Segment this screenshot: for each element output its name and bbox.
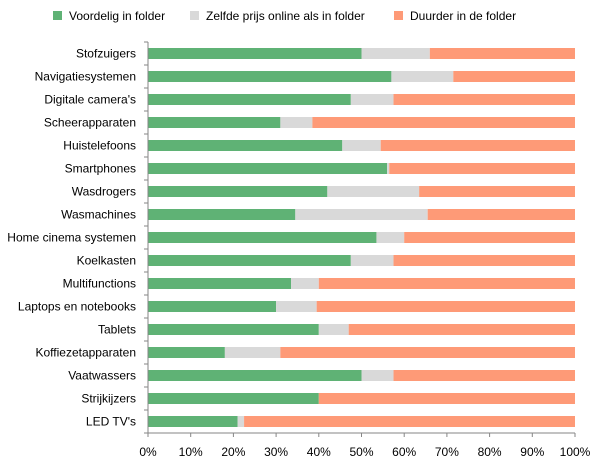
legend-label-zelfde-prijs-online-als-in-folder: Zelfde prijs online als in folder <box>206 9 365 23</box>
bar-multifunctions-voordelig-in-folder <box>148 278 292 289</box>
x-tick-labels: 0% 10% 20% 30% 40% 50% 60% 70% 80% 90% 100% <box>139 433 591 459</box>
bar-vaatwassers-zelfde-prijs-online-als-in-folder <box>361 370 394 381</box>
bar-vaatwassers-voordelig-in-folder <box>148 370 362 381</box>
bar-digitale-camera-s-zelfde-prijs-online-als-in-folder <box>350 94 394 105</box>
legend-label-voordelig-in-folder: Voordelig in folder <box>69 9 165 23</box>
bar-huistelefoons-voordelig-in-folder <box>148 140 343 151</box>
legend: Voordelig in folder Zelfde prijs online a… <box>53 9 516 23</box>
bar-huistelefoons-duurder-in-de-folder <box>380 140 575 151</box>
x-tick-label: 70% <box>435 445 459 459</box>
category-label: Koffiezetapparaten <box>35 346 136 360</box>
bar-navigatiesystemen-zelfde-prijs-online-als-in-folder <box>391 71 454 82</box>
category-label: Digitale camera's <box>44 93 136 107</box>
legend-swatch-zelfde-prijs-online-als-in-folder <box>190 11 199 20</box>
legend-label-duurder-in-de-folder: Duurder in de folder <box>410 9 516 23</box>
bar-vaatwassers-duurder-in-de-folder <box>393 370 575 381</box>
bar-koffiezetapparaten-voordelig-in-folder <box>148 347 225 358</box>
legend-swatch-duurder-in-de-folder <box>394 11 403 20</box>
bar-laptops-en-notebooks-zelfde-prijs-online-als-in-folder <box>276 301 317 312</box>
bar-laptops-en-notebooks-voordelig-in-folder <box>148 301 277 312</box>
category-label: Vaatwassers <box>68 369 136 383</box>
bar-wasmachines-duurder-in-de-folder <box>427 209 575 220</box>
x-tick-label: 10% <box>179 445 203 459</box>
bar-koelkasten-duurder-in-de-folder <box>393 255 575 266</box>
bar-multifunctions-duurder-in-de-folder <box>318 278 575 289</box>
bar-navigatiesystemen-duurder-in-de-folder <box>453 71 575 82</box>
bar-navigatiesystemen-voordelig-in-folder <box>148 71 392 82</box>
bar-led-tv-s-zelfde-prijs-online-als-in-folder <box>237 416 245 427</box>
bar-koffiezetapparaten-duurder-in-de-folder <box>280 347 575 358</box>
x-tick-label: 40% <box>307 445 331 459</box>
bar-home-cinema-systemen-duurder-in-de-folder <box>404 232 575 243</box>
category-label: Wasdrogers <box>72 185 136 199</box>
x-tick-label: 30% <box>264 445 288 459</box>
category-label: Strijkijzers <box>81 392 136 406</box>
bar-multifunctions-zelfde-prijs-online-als-in-folder <box>291 278 319 289</box>
bar-tablets-voordelig-in-folder <box>148 324 319 335</box>
category-label: LED TV's <box>86 415 136 429</box>
bar-smartphones-voordelig-in-folder <box>148 163 388 174</box>
bar-wasmachines-voordelig-in-folder <box>148 209 296 220</box>
category-label: Scheerapparaten <box>44 116 136 130</box>
bar-tablets-zelfde-prijs-online-als-in-folder <box>318 324 349 335</box>
x-tick-label: 50% <box>349 445 373 459</box>
bar-strijkijzers-voordelig-in-folder <box>148 393 319 404</box>
bar-home-cinema-systemen-voordelig-in-folder <box>148 232 377 243</box>
category-labels: Stofzuigers Navigatiesystemen Digitale cam… <box>7 47 136 429</box>
bar-koelkasten-voordelig-in-folder <box>148 255 351 266</box>
bar-stofzuigers-duurder-in-de-folder <box>429 48 575 59</box>
bar-wasdrogers-voordelig-in-folder <box>148 186 328 197</box>
bar-tablets-duurder-in-de-folder <box>348 324 575 335</box>
legend-swatch-voordelig-in-folder <box>53 11 62 20</box>
x-tick-label: 60% <box>392 445 416 459</box>
category-label: Multifunctions <box>63 277 136 291</box>
category-label: Huistelefoons <box>63 139 136 153</box>
category-label: Stofzuigers <box>76 47 136 61</box>
bar-wasdrogers-zelfde-prijs-online-als-in-folder <box>327 186 420 197</box>
bar-scheerapparaten-duurder-in-de-folder <box>312 117 575 128</box>
bar-home-cinema-systemen-zelfde-prijs-online-als-in-folder <box>376 232 405 243</box>
bar-wasdrogers-duurder-in-de-folder <box>419 186 575 197</box>
axes <box>144 41 575 434</box>
bar-scheerapparaten-voordelig-in-folder <box>148 117 281 128</box>
bar-led-tv-s-voordelig-in-folder <box>148 416 238 427</box>
bar-digitale-camera-s-voordelig-in-folder <box>148 94 351 105</box>
category-label: Tablets <box>98 323 136 337</box>
category-label: Wasmachines <box>61 208 136 222</box>
bar-koffiezetapparaten-zelfde-prijs-online-als-in-folder <box>224 347 281 358</box>
bar-digitale-camera-s-duurder-in-de-folder <box>393 94 575 105</box>
x-tick-label: 20% <box>221 445 245 459</box>
bars <box>148 48 575 427</box>
bar-led-tv-s-duurder-in-de-folder <box>244 416 575 427</box>
bar-strijkijzers-duurder-in-de-folder <box>318 393 575 404</box>
bar-smartphones-duurder-in-de-folder <box>389 163 575 174</box>
bar-scheerapparaten-zelfde-prijs-online-als-in-folder <box>280 117 313 128</box>
x-tick-label: 100% <box>560 445 591 459</box>
x-tick-label: 0% <box>139 445 157 459</box>
category-label: Smartphones <box>65 162 136 176</box>
bar-stofzuigers-zelfde-prijs-online-als-in-folder <box>361 48 430 59</box>
bar-smartphones-zelfde-prijs-online-als-in-folder <box>387 163 390 174</box>
bar-laptops-en-notebooks-duurder-in-de-folder <box>316 301 575 312</box>
category-label: Laptops en notebooks <box>18 300 136 314</box>
x-tick-label: 80% <box>478 445 502 459</box>
category-label: Koelkasten <box>77 254 136 268</box>
bar-wasmachines-zelfde-prijs-online-als-in-folder <box>295 209 428 220</box>
category-label: Navigatiesystemen <box>35 70 136 84</box>
bar-koelkasten-zelfde-prijs-online-als-in-folder <box>350 255 394 266</box>
category-label: Home cinema systemen <box>7 231 136 245</box>
x-tick-label: 90% <box>520 445 544 459</box>
bar-huistelefoons-zelfde-prijs-online-als-in-folder <box>342 140 381 151</box>
bar-stofzuigers-voordelig-in-folder <box>148 48 362 59</box>
